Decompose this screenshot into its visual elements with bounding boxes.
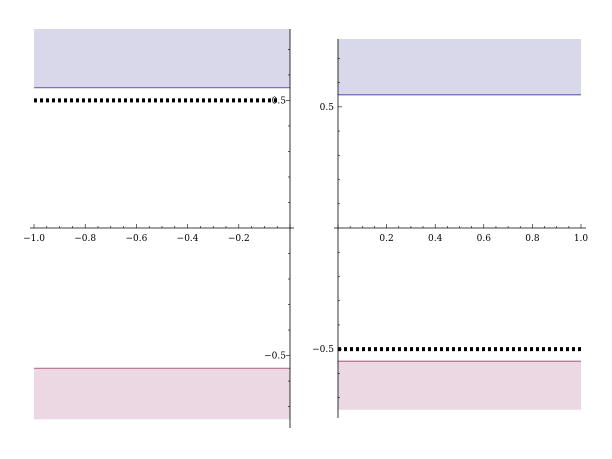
y-tick-label: 0.5 [320, 103, 335, 113]
x-tick-label: −0.2 [228, 234, 250, 244]
x-tick-label: 1.0 [574, 234, 589, 244]
y-tick-label: −0.5 [264, 352, 286, 362]
x-tick-label: 0.6 [477, 234, 492, 244]
y-tick-label: −0.5 [312, 345, 334, 355]
x-tick-label: −0.4 [177, 234, 199, 244]
x-tick-label: −0.6 [125, 234, 147, 244]
x-tick-label: −1.0 [23, 234, 45, 244]
x-tick-label: 0.4 [428, 234, 443, 244]
y-tick-label: 0.5 [272, 96, 287, 106]
right-plot: 0.2 0.4 0.6 0.8 1.0 0.5 −0.5 [312, 39, 588, 418]
region-band-1 [338, 361, 581, 410]
x-tick-label: 0.8 [525, 234, 540, 244]
left-plot: −1.0 −0.8 −0.6 −0.4 −0.2 0.5 −0.5 [23, 29, 294, 428]
region-band-1 [34, 368, 290, 420]
x-tick-label: −0.8 [74, 234, 96, 244]
region-band-0 [34, 29, 290, 88]
region-band-0 [338, 39, 581, 95]
x-tick-label: 0.2 [379, 234, 393, 244]
